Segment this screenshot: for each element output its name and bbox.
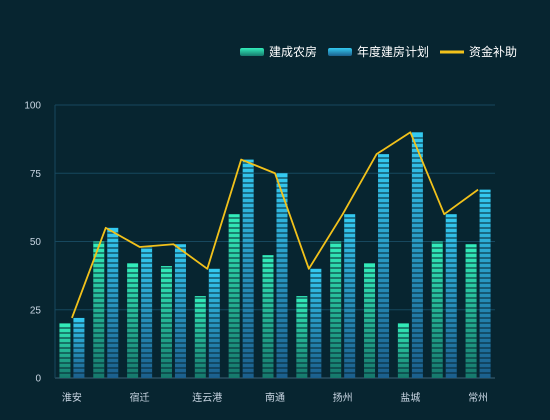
bar-built[interactable]: [59, 323, 71, 378]
bar-plan-body: [174, 244, 186, 378]
bar-plan[interactable]: [378, 154, 390, 378]
bar-built-body: [93, 241, 105, 378]
bar-built[interactable]: [127, 263, 139, 378]
y-axis-tick-labels: 0 25 50 75 100: [24, 101, 41, 385]
bar-built[interactable]: [330, 241, 342, 379]
legend-swatch-plan: [328, 48, 352, 56]
bar-built[interactable]: [296, 296, 308, 378]
bar-built[interactable]: [262, 255, 274, 378]
bar-built[interactable]: [228, 214, 240, 378]
bar-plan[interactable]: [174, 244, 186, 378]
bar-built-body: [296, 296, 308, 378]
funding-line: [71, 131, 479, 319]
legend: 建成农房 年度建房计划 资金补助: [240, 44, 517, 59]
legend-item-plan[interactable]: 年度建房计划: [328, 44, 429, 59]
funding-line-path[interactable]: [71, 131, 479, 319]
bar-built-body: [228, 214, 240, 378]
bar-built-body: [330, 241, 342, 378]
x-tick-label: 连云港: [192, 391, 222, 404]
bar-built-body: [364, 263, 376, 378]
bar-built-body: [160, 266, 172, 378]
bar-plan-body: [479, 189, 491, 378]
bar-plan-body: [411, 132, 423, 378]
x-tick-label: 扬州: [333, 391, 353, 404]
bar-built-body: [431, 241, 443, 378]
bar-built[interactable]: [160, 266, 172, 378]
legend-item-built[interactable]: 建成农房: [240, 44, 317, 59]
bar-built-body: [397, 323, 409, 378]
bar-built[interactable]: [397, 323, 409, 378]
bar-plan-body: [276, 173, 288, 378]
x-tick-label: 常州: [468, 391, 488, 404]
legend-label-built: 建成农房: [269, 44, 317, 59]
bar-plan-body: [344, 214, 356, 378]
bar-plan-body: [445, 214, 457, 378]
legend-label-plan: 年度建房计划: [357, 44, 429, 59]
x-tick-label: 盐城: [400, 391, 420, 404]
bar-plan[interactable]: [208, 268, 220, 378]
y-tick-label: 25: [30, 305, 42, 316]
bar-built[interactable]: [465, 244, 477, 378]
bar-built-body: [59, 323, 71, 378]
bar-built-body: [194, 296, 206, 378]
bar-built[interactable]: [194, 296, 206, 378]
y-tick-label: 0: [35, 374, 41, 385]
legend-label-funding: 资金补助: [469, 44, 517, 59]
bar-plan[interactable]: [73, 317, 85, 378]
x-tick-label: 淮安: [62, 391, 82, 404]
bar-built[interactable]: [93, 241, 105, 379]
bar-built[interactable]: [431, 241, 443, 379]
bar-plan[interactable]: [445, 214, 457, 378]
y-tick-label: 100: [24, 101, 41, 112]
bar-plan-body: [242, 159, 254, 378]
x-tick-label: 宿迁: [130, 391, 150, 404]
bar-plan[interactable]: [242, 159, 254, 378]
bars: [59, 132, 491, 379]
bar-built[interactable]: [364, 263, 376, 378]
legend-item-funding[interactable]: 资金补助: [440, 44, 517, 59]
bar-plan[interactable]: [107, 227, 119, 378]
y-tick-label: 50: [30, 237, 42, 248]
bar-plan[interactable]: [276, 173, 288, 378]
bar-built-body: [262, 255, 274, 378]
bar-plan[interactable]: [411, 132, 423, 378]
x-axis-tick-labels: 淮安 宿迁 连云港 南通 扬州 盐城 常州: [62, 391, 488, 404]
bar-built-body: [465, 244, 477, 378]
x-tick-label: 南通: [265, 391, 285, 404]
bar-built-body: [127, 263, 139, 378]
bar-plan[interactable]: [141, 246, 153, 378]
bar-plan[interactable]: [344, 214, 356, 378]
bar-plan[interactable]: [479, 189, 491, 378]
bar-plan-body: [378, 154, 390, 378]
y-tick-label: 75: [30, 169, 42, 180]
bar-plan[interactable]: [310, 268, 322, 378]
legend-swatch-built: [240, 48, 264, 56]
grid-lines: [54, 104, 495, 379]
